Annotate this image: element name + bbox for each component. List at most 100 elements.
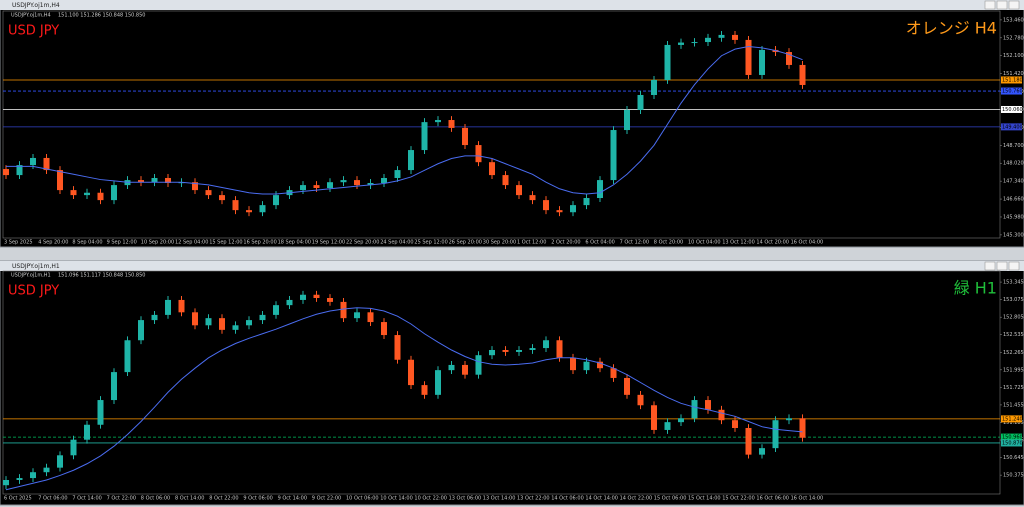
candle-body	[111, 372, 117, 401]
candle-body	[489, 350, 495, 356]
y-tick-label: 150.375	[1003, 473, 1024, 479]
x-tick-label: 15 Sep 12:00	[209, 240, 242, 246]
candle-body	[3, 169, 9, 176]
candle-body	[30, 472, 36, 479]
candle-body	[16, 165, 23, 176]
y-tick-label: 148.020	[1003, 161, 1024, 167]
candle-body	[475, 355, 482, 375]
x-tick-label: 9 Oct 14:00	[278, 496, 307, 502]
y-tick-label: 151.995	[1003, 367, 1024, 373]
x-tick-label: 9 Sep 12:00	[107, 240, 137, 246]
candle-body	[678, 42, 684, 45]
x-tick-label: 8 Oct 20:00	[654, 240, 683, 246]
candle-body	[408, 359, 414, 386]
price-line-label: 150.870	[1002, 440, 1023, 446]
x-tick-label: 22 Sep 20:00	[346, 240, 379, 246]
price-line-label: 149.400	[1002, 124, 1023, 130]
x-tick-label: 1 Oct 12:00	[517, 240, 546, 246]
maximize-button[interactable]	[996, 261, 1008, 271]
candle-body	[111, 185, 117, 201]
x-tick-label: 14 Oct 06:00	[551, 496, 584, 502]
candle-body	[97, 192, 104, 201]
candle-body	[97, 400, 104, 425]
y-tick-label: 152.265	[1003, 350, 1024, 356]
candle-body	[637, 394, 644, 406]
candle-body	[327, 298, 333, 302]
candle-body	[502, 350, 509, 352]
candle-body	[624, 110, 630, 131]
x-tick-label: 10 Sep 20:00	[141, 240, 174, 246]
moving-average	[6, 46, 803, 195]
x-tick-label: 9 Oct 22:00	[312, 496, 341, 502]
candle-body	[408, 150, 414, 171]
candle-body	[691, 42, 698, 44]
candle-body	[678, 418, 684, 423]
candle-body	[745, 428, 752, 455]
candle-body	[448, 120, 455, 128]
candle-body	[475, 145, 482, 163]
x-tick-label: 18 Sep 04:00	[278, 240, 311, 246]
price-line-tag	[1001, 433, 1022, 441]
x-tick-label: 13 Oct 06:00	[449, 496, 482, 502]
close-button[interactable]	[1008, 0, 1020, 10]
x-tick-label: 8 Oct 22:00	[209, 496, 238, 502]
candle-body	[16, 478, 23, 480]
candle-body	[57, 170, 63, 191]
candle-body	[70, 439, 77, 456]
candle-body	[529, 195, 536, 201]
x-tick-label: 24 Sep 04:00	[380, 240, 413, 246]
candle-body	[165, 299, 171, 315]
symbol-label: USD JPY	[8, 284, 59, 299]
candle-body	[624, 377, 630, 395]
candle-body	[70, 190, 77, 196]
candle-body	[543, 340, 549, 349]
candle-body	[651, 79, 657, 95]
candle-body	[516, 185, 522, 196]
candle-body	[718, 34, 725, 38]
minimize-button[interactable]	[984, 261, 996, 271]
candle-body	[543, 200, 549, 211]
minimize-button[interactable]	[984, 0, 996, 10]
candle-body	[165, 177, 171, 183]
title-bar	[0, 0, 1024, 10]
candle-body	[259, 205, 266, 213]
x-tick-label: 15 Oct 06:00	[654, 496, 687, 502]
candle-body	[597, 361, 603, 369]
candle-body	[759, 49, 765, 75]
x-tick-label: 8 Oct 14:00	[175, 496, 204, 502]
x-tick-label: 15 Oct 22:00	[722, 496, 755, 502]
chart-header: USDJPY.oj1m,H4	[11, 13, 51, 19]
candle-body	[273, 305, 279, 315]
candle-body	[786, 418, 792, 421]
x-tick-label: 7 Oct 12:00	[620, 240, 649, 246]
candle-body	[462, 127, 468, 146]
timeframe-label: オレンジ H4	[906, 19, 997, 38]
candle-body	[340, 180, 347, 183]
y-tick-label: 146.660	[1003, 197, 1024, 203]
maximize-button[interactable]	[996, 0, 1008, 10]
candle-body	[232, 200, 239, 211]
x-tick-label: 25 Sep 12:00	[414, 240, 447, 246]
window-title: USDJPY.oj1m,H4	[12, 2, 60, 9]
y-tick-label: 153.460	[1003, 17, 1024, 23]
candle-body	[57, 455, 63, 468]
y-tick-label: 145.980	[1003, 214, 1024, 220]
x-tick-label: 26 Sep 20:00	[449, 240, 482, 246]
candle-body	[367, 182, 374, 186]
x-tick-label: 10 Oct 06:00	[346, 496, 379, 502]
candle-body	[43, 157, 50, 171]
candle-body	[421, 122, 428, 151]
candle-body	[745, 39, 752, 75]
x-tick-label: 12 Sep 04:00	[175, 240, 208, 246]
candle-body	[610, 130, 617, 181]
price-line-label: 150.060	[1002, 107, 1023, 113]
candle-body	[151, 177, 158, 183]
x-tick-label: 10 Oct 14:00	[380, 496, 413, 502]
x-tick-label: 15 Oct 14:00	[688, 496, 721, 502]
candle-body	[462, 364, 468, 375]
close-button[interactable]	[1008, 261, 1020, 271]
x-tick-label: 2 Oct 20:00	[551, 240, 580, 246]
candle-body	[421, 385, 428, 395]
price-line-tag	[1001, 76, 1022, 84]
